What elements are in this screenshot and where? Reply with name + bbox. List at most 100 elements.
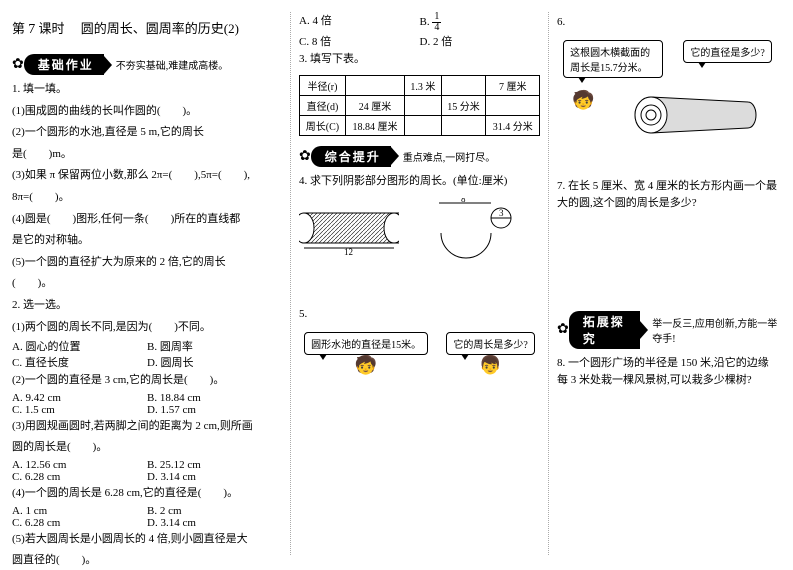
s2-q4: (4)一个圆的周长是 6.28 cm,它的直径是( )。 [12,485,282,503]
title-text: 圆的周长、圆周率的历史(2) [81,21,239,36]
column-right: 6. 这根圆木横截面的周长是15.7分米。 它的直径是多少? 7. 在长 5 厘… [548,12,778,555]
fill-table: 半径(r) 1.3 米 7 厘米 直径(d) 24 厘米 15 分米 周长(C)… [299,75,540,136]
s2-q5-B: B. 14 [420,12,541,33]
badge-integrate: ✿ 综合提升 重点难点,一网打尽。 [299,146,540,167]
cell: 31.4 分米 [486,115,540,135]
q6-dialog: 这根圆木横截面的周长是15.7分米。 它的直径是多少? [557,40,778,78]
q5-bubble-left: 圆形水池的直径是15米。 [304,332,428,355]
s2-q2-D: D. 1.57 cm [147,404,282,416]
q8-text: 8. 一个圆形广场的半径是 150 米,沿它的边缘每 3 米处栽一棵风景树,可以… [557,355,778,390]
column-middle: A. 4 倍 B. 14 C. 8 倍 D. 2 倍 3. 填写下表。 半径(r… [290,12,540,555]
s1-q3c: 8π=( )。 [12,189,282,207]
cell: 1.3 米 [405,75,441,95]
q5-num: 5. [299,306,540,324]
s2-q3-D: D. 3.14 cm [147,471,282,483]
s2-q2-A: A. 9.42 cm [12,392,147,404]
s2-q2: (2)一个圆的直径是 3 cm,它的周长是( )。 [12,372,282,390]
dim-8-label: 8 [461,198,466,204]
s1-q5a: (5)一个圆的直径扩大为原来的 2 倍,它的周长 [12,254,282,272]
s2-q4-D: D. 3.14 cm [147,517,282,529]
q5-bubble-right: 它的周长是多少? [446,332,534,355]
s2-q3-A: A. 12.56 cm [12,459,147,471]
lesson-title: 第 7 课时 圆的周长、圆周率的历史(2) [12,18,282,38]
s1-q3: (3)如果 π 保留两位小数,那么 2π=( ),5π=( ), [12,167,282,185]
s2-q4-choices: A. 1 cm B. 2 cm C. 6.28 cm D. 3.14 cm [12,505,282,529]
q5-dialog: 圆形水池的直径是15米。 它的周长是多少? [299,332,540,376]
cell: 18.84 厘米 [345,115,404,135]
s2-q5a: (5)若大圆周长是小圆周长的 4 倍,则小圆直径是大 [12,531,282,549]
badge-extend-label: 拓展探究 [569,311,641,349]
s1-q2a: (2)一个圆形的水池,直径是 5 m,它的周长 [12,124,282,142]
s2-q5-C: C. 8 倍 [299,33,420,49]
row-radius-h: 半径(r) [300,75,346,95]
cell: 24 厘米 [345,95,404,115]
cell [345,75,404,95]
s2-q3a: (3)用圆规画圆时,若两脚之间的距离为 2 cm,则所画 [12,418,282,436]
badge-extend: ✿ 拓展探究 举一反三,应用创新,方能一举夺手! [557,311,778,349]
column-left: 第 7 课时 圆的周长、圆周率的历史(2) ✿ 基础作业 不夯实基础,难建成高楼… [12,12,282,555]
s2-heading: 2. 选一选。 [12,297,282,315]
dim-3-label: 3 [499,208,504,218]
s2-q1-B: B. 圆周率 [147,338,282,354]
q6-bubble-left: 这根圆木横截面的周长是15.7分米。 [563,40,663,78]
s2-q5-A: A. 4 倍 [299,12,420,33]
s2-q3-choices: A. 12.56 cm B. 25.12 cm C. 6.28 cm D. 3.… [12,459,282,483]
cell: 15 分米 [441,95,486,115]
s2-q1-choices: A. 圆心的位置 B. 圆周率 C. 直径长度 D. 圆周长 [12,338,282,370]
title-unit: 课时 [39,21,65,36]
cell [486,95,540,115]
badge-extend-sub: 举一反三,应用创新,方能一举夺手! [652,315,778,345]
log-cylinder-icon [633,90,763,140]
s2-q5b: 圆直径的( )。 [12,552,282,570]
q4-text: 4. 求下列阴影部分图形的周长。(单位:厘米) [299,173,540,191]
badge-basic-sub: 不夯实基础,难建成高楼。 [116,57,229,72]
s2-q1-A: A. 圆心的位置 [12,338,147,354]
s2-q3b: 圆的周长是( )。 [12,439,282,457]
row-circ-h: 周长(C) [300,115,346,135]
cell [405,115,441,135]
s1-q4a: (4)圆是( )图形,任何一条( )所在的直线都 [12,211,282,229]
cell [441,75,486,95]
s1-heading: 1. 填一填。 [12,81,282,99]
boy-icon [446,355,534,376]
q6-num: 6. [557,14,778,32]
table-row: 半径(r) 1.3 米 7 厘米 [300,75,540,95]
q6-illustration [557,90,778,140]
badge-basic: ✿ 基础作业 不夯实基础,难建成高楼。 [12,54,282,75]
s2-q1: (1)两个圆的周长不同,是因为( )不同。 [12,319,282,337]
s2-q5-choices: A. 4 倍 B. 14 C. 8 倍 D. 2 倍 [299,12,540,49]
s2-q4-B: B. 2 cm [147,505,282,517]
s2-q2-C: C. 1.5 cm [12,404,147,416]
s2-q3-C: C. 6.28 cm [12,471,147,483]
cell: 7 厘米 [486,75,540,95]
row-dia-h: 直径(d) [300,95,346,115]
table-row: 直径(d) 24 厘米 15 分米 [300,95,540,115]
cell [441,115,486,135]
s2-q3-B: B. 25.12 cm [147,459,282,471]
girl-icon [572,90,594,111]
shaded-rect-figure-icon: 4 12 [299,203,399,263]
s1-q1: (1)围成圆的曲线的长叫作圆的( )。 [12,103,282,121]
title-prefix: 第 [12,21,25,36]
s1-q4b: 是它的对称轴。 [12,232,282,250]
badge-basic-label: 基础作业 [24,54,104,75]
cell [405,95,441,115]
q4-figures: 4 12 8 3 [299,198,540,268]
badge-integrate-label: 综合提升 [311,146,391,167]
s2-q4-A: A. 1 cm [12,505,147,517]
s1-q2b: 是( )m。 [12,146,282,164]
q3-heading: 3. 填写下表。 [299,51,540,69]
s2-q1-C: C. 直径长度 [12,354,147,370]
s1-q5b: ( )。 [12,275,282,293]
title-num: 7 [28,22,35,37]
s2-q1-D: D. 圆周长 [147,354,282,370]
table-row: 周长(C) 18.84 厘米 31.4 分米 [300,115,540,135]
badge-integrate-sub: 重点难点,一网打尽。 [403,149,496,164]
s2-q4-C: C. 6.28 cm [12,517,147,529]
shaded-crescent-figure-icon: 8 3 [411,198,521,268]
s2-q2-choices: A. 9.42 cm B. 18.84 cm C. 1.5 cm D. 1.57… [12,392,282,416]
q7-text: 7. 在长 5 厘米、宽 4 厘米的长方形内画一个最大的圆,这个圆的周长是多少? [557,178,778,213]
s2-q5-D: D. 2 倍 [420,33,541,49]
s2-q2-B: B. 18.84 cm [147,392,282,404]
q6-bubble-right: 它的直径是多少? [683,40,771,63]
